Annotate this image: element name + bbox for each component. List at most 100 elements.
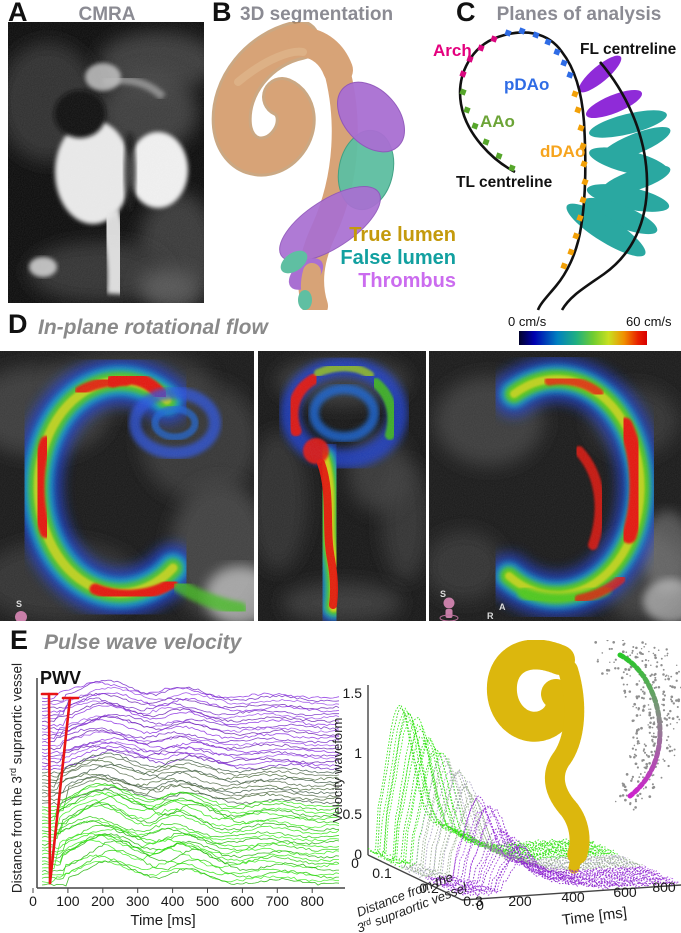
fl-point xyxy=(623,785,627,789)
fl-point xyxy=(619,794,622,798)
pwv-stack-plot: 0 100 200 300 400 500 600 700 800 Time [ms] PWV xyxy=(29,668,345,929)
fl-point xyxy=(624,668,627,671)
fl-point xyxy=(670,675,673,678)
fl-point xyxy=(648,711,652,715)
fl-point xyxy=(635,646,638,650)
surface-traces-proximal xyxy=(367,704,643,879)
fl-point xyxy=(668,749,672,753)
plane-dot xyxy=(574,106,582,114)
fl-point xyxy=(671,685,674,689)
tl-centreline-curve xyxy=(458,31,587,311)
fl-point xyxy=(622,671,625,674)
fl-point xyxy=(644,659,647,662)
planes-diagram: Arch pDAo AAo dDAo FL centreline TL cent… xyxy=(433,27,677,311)
fl-point xyxy=(632,705,634,708)
tick-label: 200 xyxy=(91,893,115,909)
fl-point xyxy=(641,709,645,712)
fl-point xyxy=(623,692,626,694)
fl-point xyxy=(643,645,646,648)
aorta-arch xyxy=(214,23,317,174)
fl-point xyxy=(642,776,644,779)
fl-point xyxy=(635,732,638,735)
fl-point xyxy=(666,652,669,655)
tick-label: 0 xyxy=(29,893,37,909)
fl-point xyxy=(632,736,635,739)
fl-point xyxy=(649,674,652,677)
fl-point xyxy=(648,713,652,717)
arch-label: Arch xyxy=(433,41,472,60)
fl-point xyxy=(651,684,653,686)
fl-point xyxy=(662,690,666,694)
fl-point xyxy=(634,800,638,803)
fl-point xyxy=(643,748,646,751)
fl-point xyxy=(625,794,628,797)
fl-point xyxy=(639,792,642,796)
fl-point xyxy=(675,679,678,682)
fl-point xyxy=(606,640,609,642)
aorta-highlight xyxy=(234,47,307,86)
pwv-annotation: PWV xyxy=(40,668,81,688)
fl-point xyxy=(639,714,642,716)
fl-point xyxy=(632,808,635,811)
plane-dot xyxy=(560,262,568,270)
tick-label: 0.3 xyxy=(463,893,483,909)
fl-point xyxy=(620,676,624,680)
fl-point xyxy=(629,654,632,657)
false-lumen-tail xyxy=(298,290,312,310)
fl-point xyxy=(614,800,617,803)
analysis-plane xyxy=(585,90,643,118)
plane-dot xyxy=(560,59,568,67)
fl-point xyxy=(629,675,631,677)
fl-point xyxy=(672,728,675,730)
fl-point xyxy=(643,692,646,695)
fl-point xyxy=(641,690,644,693)
fl-point xyxy=(646,754,648,757)
fl-point xyxy=(636,656,639,659)
fl-point xyxy=(651,783,654,786)
fl-point xyxy=(654,656,657,660)
tick-label: 0 xyxy=(351,855,359,871)
plane-markers xyxy=(459,27,589,270)
fl-point xyxy=(639,773,642,775)
pwv-3d-plot: 1.5 1 0.5 0 0 0.1 0.2 0.3 0 200 400 600 800 Veloci… xyxy=(330,640,681,933)
film-grain xyxy=(0,351,254,621)
plane-dot xyxy=(544,38,552,46)
analysis-plane xyxy=(582,197,658,235)
fl-point xyxy=(637,708,640,711)
fl-point xyxy=(639,651,643,655)
fl-point xyxy=(631,775,635,779)
fl-point xyxy=(668,716,671,720)
fl-point xyxy=(635,683,639,686)
fl-point xyxy=(654,672,657,676)
plane-dot xyxy=(579,196,587,204)
fl-point xyxy=(637,695,641,698)
fl-point xyxy=(665,724,669,727)
tick-label: 300 xyxy=(126,893,150,909)
fl-point xyxy=(662,698,666,701)
tick-label: 0.1 xyxy=(372,865,392,881)
fl-point xyxy=(657,649,660,651)
fl-point xyxy=(633,744,636,747)
plane-dot xyxy=(482,138,490,146)
plane-dot xyxy=(577,124,585,132)
fl-point xyxy=(660,776,663,779)
segmentation-render xyxy=(211,22,405,310)
fl-point xyxy=(669,684,672,688)
fl-point xyxy=(644,643,647,645)
distance-axis xyxy=(367,854,463,901)
tick-label: 400 xyxy=(161,893,185,909)
plane-dot xyxy=(566,71,574,79)
plane-dot xyxy=(581,178,589,186)
fl-point xyxy=(647,724,649,726)
film-grain xyxy=(8,22,204,303)
aao-label: AAo xyxy=(480,112,515,131)
plane-dot xyxy=(459,88,467,96)
fl-point xyxy=(654,678,657,682)
fl-point xyxy=(653,742,656,745)
panel-b-label: B xyxy=(212,0,232,27)
fl-point xyxy=(632,646,635,648)
fl-point xyxy=(671,749,674,752)
fl-point xyxy=(665,746,669,750)
fl-point xyxy=(676,721,678,724)
fl-point xyxy=(634,748,637,751)
